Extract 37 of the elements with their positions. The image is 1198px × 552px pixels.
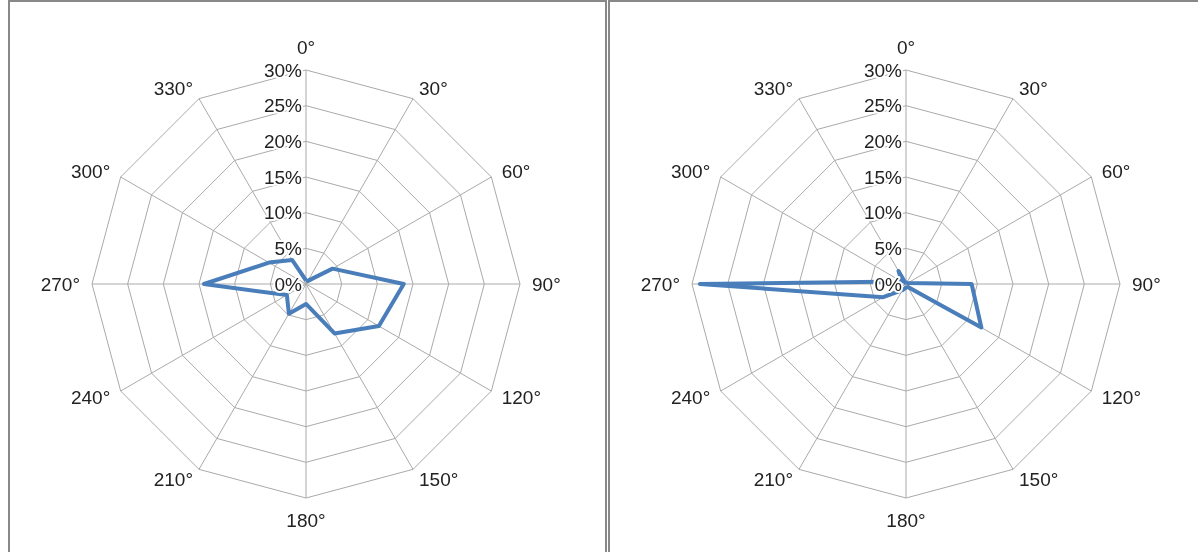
spoke-label: 120° — [1101, 386, 1142, 408]
spoke-label: 0° — [296, 37, 316, 59]
y-tick-label: 20% — [263, 130, 303, 152]
y-tick-label: 10% — [263, 202, 303, 224]
y-tick-label: 20% — [863, 130, 903, 152]
y-tick-label: 25% — [263, 95, 303, 117]
spoke-label: 330° — [153, 77, 193, 99]
y-tick-label: 15% — [863, 166, 903, 188]
y-tick-label: 5% — [274, 237, 303, 259]
y-tick-label: 0% — [274, 273, 303, 295]
spoke-label: 90° — [1132, 273, 1161, 295]
spoke-label: 60° — [1101, 160, 1131, 182]
spoke-label: 120° — [501, 386, 542, 408]
y-tick-label: 15% — [263, 166, 303, 188]
y-tick-label: 10% — [863, 202, 903, 224]
y-tick-label: 30% — [263, 59, 303, 81]
spoke-label: 240° — [70, 386, 111, 408]
spoke-label: 240° — [670, 386, 711, 408]
y-tick-label: 25% — [863, 95, 903, 117]
spoke-label: 150° — [419, 469, 459, 491]
spoke-label: 300° — [70, 160, 111, 182]
spoke-label: 270° — [640, 273, 680, 295]
y-tick-label: 30% — [863, 59, 903, 81]
spoke-label: 30° — [419, 77, 448, 99]
spoke-label: 60° — [501, 160, 531, 182]
spoke-label: 150° — [1019, 469, 1059, 491]
spoke-label: 300° — [670, 160, 711, 182]
spoke-label: 210° — [753, 469, 793, 491]
spoke-label: 330° — [753, 77, 793, 99]
spoke-label: 180° — [286, 510, 326, 532]
spoke-label: 270° — [40, 273, 80, 295]
spoke-label: 0° — [896, 37, 916, 59]
spoke-label: 180° — [886, 510, 926, 532]
spoke-label: 210° — [153, 469, 193, 491]
y-tick-label: 5% — [874, 237, 903, 259]
spoke-label: 30° — [1019, 77, 1048, 99]
spoke-label: 90° — [532, 273, 561, 295]
